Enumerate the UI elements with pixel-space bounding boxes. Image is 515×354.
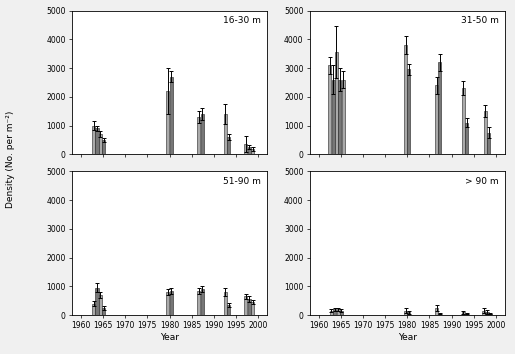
Bar bbox=[169, 291, 173, 315]
Bar bbox=[248, 147, 251, 154]
Bar bbox=[197, 291, 200, 315]
Bar bbox=[438, 314, 441, 315]
Bar bbox=[465, 314, 468, 315]
Bar bbox=[404, 311, 407, 315]
Bar bbox=[435, 85, 438, 154]
Bar bbox=[224, 292, 227, 315]
Bar bbox=[407, 312, 410, 315]
Bar bbox=[201, 289, 204, 315]
Text: > 90 m: > 90 m bbox=[465, 177, 499, 186]
Bar bbox=[166, 91, 169, 154]
Bar bbox=[201, 114, 204, 154]
Text: 51-90 m: 51-90 m bbox=[223, 177, 261, 186]
Bar bbox=[166, 292, 169, 315]
Bar bbox=[489, 314, 492, 315]
Bar bbox=[407, 69, 410, 154]
Bar bbox=[95, 129, 98, 154]
Bar bbox=[341, 80, 345, 154]
Text: 16-30 m: 16-30 m bbox=[223, 16, 261, 25]
Text: Density (No. per m⁻²): Density (No. per m⁻²) bbox=[6, 110, 15, 208]
Bar bbox=[404, 45, 407, 154]
Text: 31-50 m: 31-50 m bbox=[461, 16, 499, 25]
Bar bbox=[102, 140, 105, 154]
Bar bbox=[227, 305, 230, 315]
Bar bbox=[248, 299, 251, 315]
Bar bbox=[435, 308, 438, 315]
X-axis label: Year: Year bbox=[160, 333, 179, 342]
Bar bbox=[461, 312, 465, 315]
Bar bbox=[461, 88, 465, 154]
Bar bbox=[169, 77, 173, 154]
Bar bbox=[486, 312, 489, 315]
Bar bbox=[335, 52, 338, 154]
Bar bbox=[330, 311, 333, 315]
Bar bbox=[333, 309, 336, 315]
Bar bbox=[95, 288, 98, 315]
Bar bbox=[340, 311, 343, 315]
Bar bbox=[484, 111, 487, 154]
Bar bbox=[251, 302, 254, 315]
Bar bbox=[245, 296, 248, 315]
Bar bbox=[245, 144, 248, 154]
Bar bbox=[332, 80, 335, 154]
Bar bbox=[99, 295, 102, 315]
Bar bbox=[227, 137, 230, 154]
Bar bbox=[328, 65, 331, 154]
Bar bbox=[438, 62, 441, 154]
Bar bbox=[92, 126, 95, 154]
Bar bbox=[197, 117, 200, 154]
Bar bbox=[92, 304, 95, 315]
Bar bbox=[251, 149, 254, 154]
Bar bbox=[487, 133, 490, 154]
Bar bbox=[338, 80, 341, 154]
Bar bbox=[336, 309, 339, 315]
Bar bbox=[482, 311, 485, 315]
Bar bbox=[99, 134, 102, 154]
X-axis label: Year: Year bbox=[398, 333, 417, 342]
Bar bbox=[224, 114, 227, 154]
Bar bbox=[465, 122, 468, 154]
Bar bbox=[102, 308, 105, 315]
